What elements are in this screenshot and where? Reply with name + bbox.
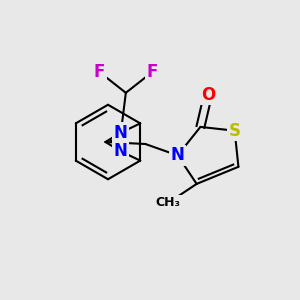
Text: O: O [201, 85, 215, 103]
Text: CH₃: CH₃ [156, 196, 181, 209]
Text: S: S [229, 122, 241, 140]
Text: F: F [94, 63, 105, 81]
Text: N: N [114, 124, 128, 142]
Text: N: N [114, 142, 128, 160]
Text: F: F [147, 63, 158, 81]
Text: N: N [171, 146, 184, 164]
